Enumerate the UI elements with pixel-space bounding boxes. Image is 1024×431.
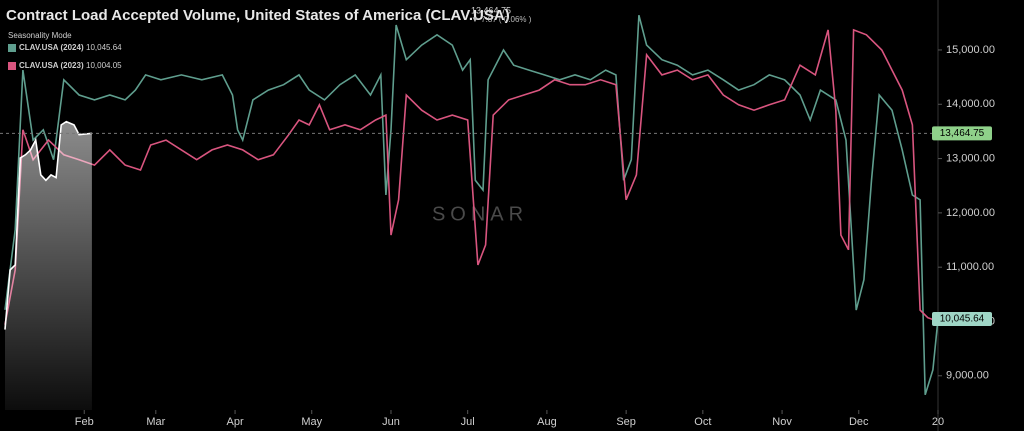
legend-value: 10,004.05 xyxy=(86,61,122,70)
x-tick-label: Nov xyxy=(772,416,792,428)
x-tick-label: Oct xyxy=(694,416,711,428)
chart-title: Contract Load Accepted Volume, United St… xyxy=(6,7,510,24)
change-value: ▼ 7.87 ( 0.06% ) xyxy=(471,15,532,24)
y-tick-label: 13,000.00 xyxy=(946,152,995,164)
y-tick-label: 11,000.00 xyxy=(946,261,994,273)
x-tick-label: Dec xyxy=(849,416,869,428)
x-tick-label: Aug xyxy=(537,416,557,428)
legend-label: CLAV.USA (2023) xyxy=(19,61,84,70)
x-tick-label: 20 xyxy=(932,416,944,428)
watermark: SONAR xyxy=(432,203,528,225)
y-tick-label: 14,000.00 xyxy=(946,98,995,110)
series-line xyxy=(4,15,939,396)
y-tick-label: 12,000.00 xyxy=(946,207,995,219)
y-tick-label: 15,000.00 xyxy=(946,44,995,56)
area xyxy=(5,121,92,410)
x-tick-label: May xyxy=(301,416,322,428)
current-badge xyxy=(932,126,992,141)
last-badge xyxy=(932,312,992,327)
x-tick-label: Feb xyxy=(75,416,94,428)
legend-value: 10,045.64 xyxy=(86,43,122,52)
x-tick-label: Jun xyxy=(382,416,400,428)
mode-label: Seasonality Mode xyxy=(8,31,72,40)
x-tick-label: Mar xyxy=(146,416,165,428)
legend-swatch xyxy=(8,44,16,52)
legend-label: CLAV.USA (2024) xyxy=(19,43,84,52)
last-badge-label: 10,045.64 xyxy=(940,314,985,325)
current-badge-label: 13,464.75 xyxy=(940,128,985,139)
current-value: 13,464.75 xyxy=(471,5,511,15)
y-tick-label: 9,000.00 xyxy=(946,370,989,382)
x-tick-label: Sep xyxy=(616,416,636,428)
legend-swatch xyxy=(8,62,16,70)
x-tick-label: Jul xyxy=(461,416,475,428)
x-tick-label: Apr xyxy=(226,416,243,428)
series-line xyxy=(4,28,939,325)
series-line xyxy=(4,120,92,330)
